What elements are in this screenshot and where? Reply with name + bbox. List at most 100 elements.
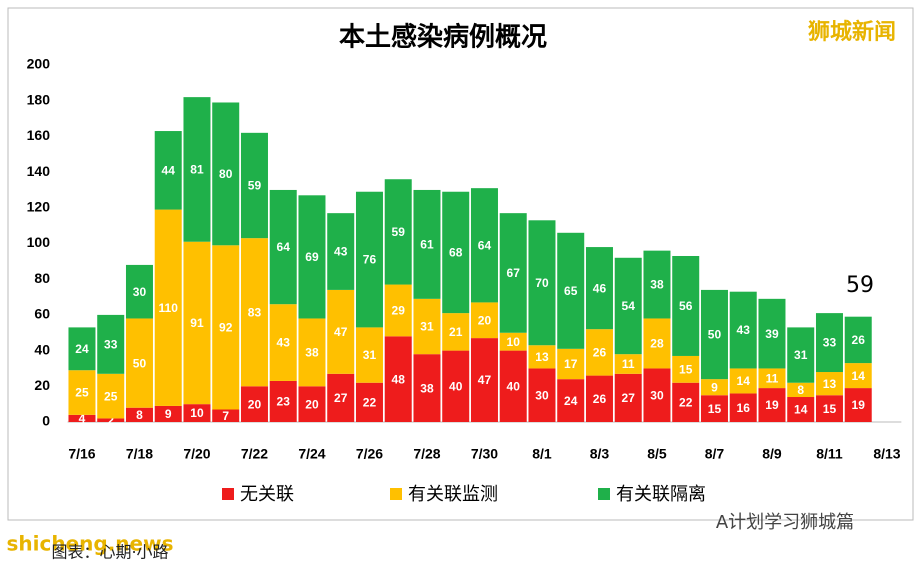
- bar-segment: [212, 102, 240, 246]
- value-label: 38: [650, 278, 664, 292]
- bar-segment: [355, 382, 383, 422]
- value-label: 70: [535, 276, 549, 290]
- value-label: 40: [507, 379, 521, 393]
- bar-segment: [758, 388, 786, 422]
- value-label: 30: [133, 285, 147, 299]
- value-label: 61: [420, 238, 434, 252]
- value-label: 30: [535, 388, 549, 402]
- watermark: 狮城新闻: [808, 19, 896, 45]
- value-label: 31: [420, 320, 434, 334]
- x-tick-label: 8/1: [532, 446, 552, 462]
- legend-swatch: [598, 488, 610, 500]
- bar-segment: [327, 213, 355, 290]
- value-label: 69: [305, 250, 319, 264]
- bar-segment: [68, 414, 96, 422]
- bar-segment: [729, 291, 757, 369]
- value-label: 19: [765, 398, 779, 412]
- value-label: 20: [248, 397, 262, 411]
- value-label: 80: [219, 167, 233, 181]
- value-label: 15: [823, 402, 837, 416]
- value-label: 33: [823, 336, 837, 350]
- x-tick-label: 7/16: [68, 446, 95, 462]
- value-label: 20: [478, 313, 492, 327]
- bar-segment: [442, 313, 470, 351]
- bar-segment: [528, 220, 556, 346]
- value-label: 21: [449, 325, 463, 339]
- value-label: 43: [277, 336, 291, 350]
- value-label: 15: [679, 363, 693, 377]
- value-label: 14: [852, 369, 866, 383]
- value-label: 31: [363, 348, 377, 362]
- bar-segment: [269, 189, 297, 305]
- legend-label: 有关联隔离: [616, 484, 706, 505]
- legend-swatch: [390, 488, 402, 500]
- value-label: 33: [104, 338, 118, 352]
- y-tick-label: 100: [27, 234, 51, 250]
- value-label: 26: [593, 346, 607, 360]
- x-tick-label: 7/28: [413, 446, 440, 462]
- value-label: 31: [794, 348, 808, 362]
- value-label: 8: [136, 408, 143, 422]
- value-label: 16: [737, 401, 751, 415]
- bar-segment: [442, 191, 470, 314]
- value-label: 28: [650, 337, 664, 351]
- bar-segment: [413, 298, 441, 355]
- x-tick-label: 8/3: [590, 446, 610, 462]
- bar-segment: [672, 355, 700, 383]
- bar-segment: [844, 388, 872, 422]
- y-tick-label: 200: [27, 56, 51, 72]
- value-label: 65: [564, 284, 578, 298]
- value-label: 67: [507, 266, 521, 280]
- value-label: 11: [622, 357, 635, 371]
- value-label: 22: [363, 396, 377, 410]
- bar-segment: [815, 372, 843, 396]
- bar-segment: [298, 318, 326, 387]
- bar-segment: [672, 382, 700, 422]
- annotation: 59: [846, 273, 874, 298]
- bar-segment: [643, 250, 671, 319]
- value-label: 76: [363, 253, 377, 267]
- value-label: 27: [622, 391, 636, 405]
- bar-segment: [183, 241, 211, 405]
- x-tick-label: 8/5: [647, 446, 667, 462]
- bar-segment: [585, 329, 613, 376]
- bar-segment: [355, 327, 383, 383]
- bar-segment: [787, 382, 815, 398]
- value-label: 8: [797, 383, 804, 397]
- value-label: 30: [650, 388, 664, 402]
- bar-segment: [470, 302, 498, 339]
- legend-label: 有关联监测: [408, 484, 498, 505]
- bar-segment: [557, 379, 585, 422]
- bar-segment: [844, 363, 872, 389]
- x-tick-label: 7/22: [241, 446, 268, 462]
- y-tick-label: 160: [27, 127, 51, 143]
- x-tick-label: 8/7: [705, 446, 725, 462]
- value-label: 59: [392, 225, 406, 239]
- y-tick-label: 60: [34, 306, 50, 322]
- bar-segment: [240, 386, 268, 422]
- value-label: 46: [593, 281, 607, 295]
- chart-title: 本土感染病例概况: [339, 23, 547, 53]
- bar-segment: [700, 395, 728, 422]
- value-label: 47: [334, 325, 348, 339]
- bar-segment: [384, 179, 412, 285]
- value-label: 26: [852, 333, 866, 347]
- value-label: 110: [159, 301, 179, 315]
- bar-segment: [384, 336, 412, 422]
- value-label: 13: [535, 350, 549, 364]
- bar-segment: [672, 255, 700, 356]
- value-label: 68: [449, 246, 463, 260]
- y-tick-label: 80: [34, 270, 50, 286]
- x-tick-label: 8/9: [762, 446, 782, 462]
- x-tick-label: 7/18: [126, 446, 153, 462]
- value-label: 9: [711, 380, 718, 394]
- value-label: 25: [104, 389, 118, 403]
- bar-segment: [758, 298, 786, 369]
- value-label: 15: [708, 402, 722, 416]
- value-label: 17: [564, 357, 578, 371]
- x-tick-label: 8/13: [873, 446, 900, 462]
- value-label: 13: [823, 377, 837, 391]
- bar-segment: [154, 405, 182, 422]
- value-label: 27: [334, 391, 348, 405]
- bar-segment: [298, 195, 326, 319]
